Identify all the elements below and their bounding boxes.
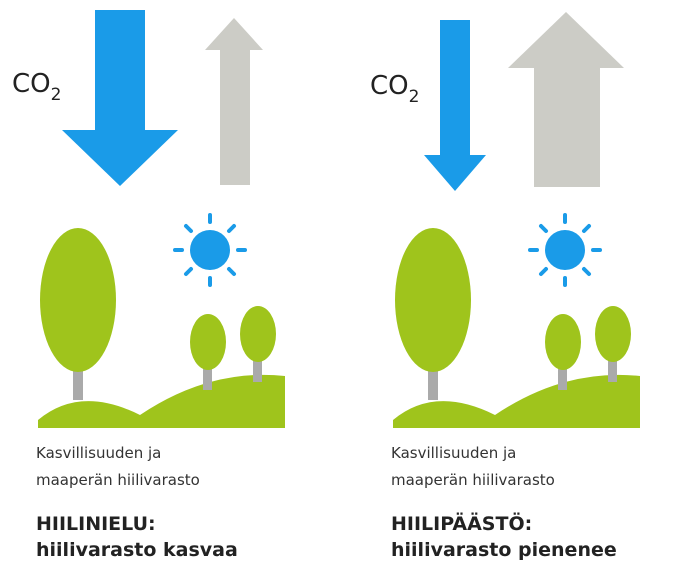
diagram: CO2 Kasvillisuuden ja maaperän hiilivara… — [0, 0, 677, 572]
landscape — [393, 215, 640, 428]
panel-source: CO2 Kasvillisuuden ja maaperän hiilivara… — [370, 12, 640, 561]
caption: Kasvillisuuden ja — [391, 444, 516, 462]
landscape — [38, 215, 285, 428]
co2-label: CO2 — [370, 71, 419, 107]
co2-arrow — [424, 20, 486, 191]
caption: maaperän hiilivarasto — [36, 471, 200, 489]
caption: Kasvillisuuden ja — [36, 444, 161, 462]
subtitle: hiilivarasto pienenee — [391, 539, 617, 561]
subtitle: hiilivarasto kasvaa — [36, 539, 238, 561]
caption: maaperän hiilivarasto — [391, 471, 555, 489]
release-arrow — [205, 18, 263, 185]
release-arrow — [508, 12, 624, 187]
title: HIILIPÄÄSTÖ: — [391, 511, 532, 535]
panel-sink: CO2 Kasvillisuuden ja maaperän hiilivara… — [12, 10, 285, 561]
title: HIILINIELU: — [36, 513, 156, 535]
co2-arrow — [62, 10, 178, 186]
co2-label: CO2 — [12, 69, 61, 105]
